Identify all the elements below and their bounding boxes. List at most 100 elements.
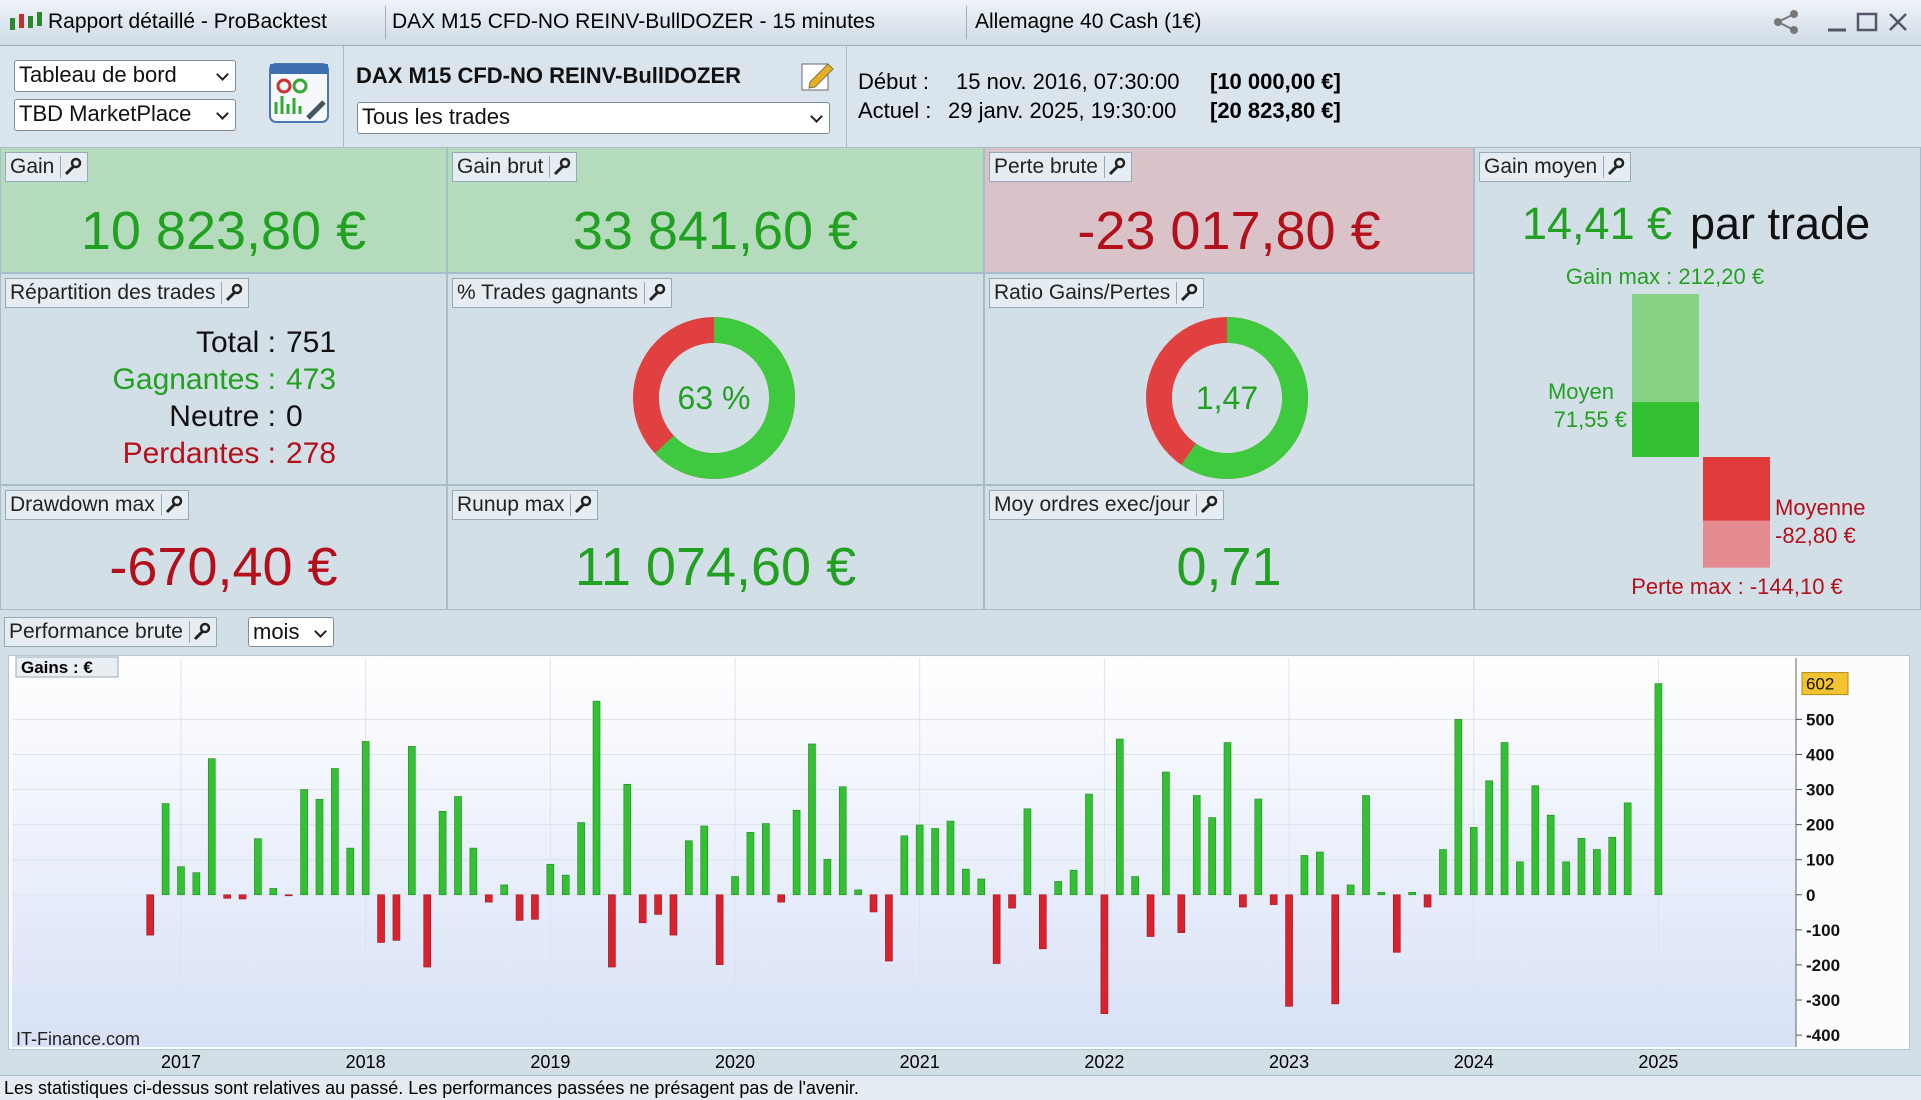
settings-button[interactable] [549, 156, 572, 178]
wrench-icon [1608, 157, 1625, 176]
current-capital: [20 823,80 €] [1210, 98, 1341, 123]
panel-title: Gain brut [457, 155, 544, 178]
x-tick-label: 2018 [346, 1052, 386, 1072]
trade-filter[interactable]: Tous les trades [357, 102, 830, 134]
x-tick-label: 2020 [715, 1052, 755, 1072]
settings-button[interactable] [188, 621, 212, 643]
ratio-panel: Ratio Gains/Pertes [984, 273, 1474, 485]
separator [846, 46, 847, 147]
panel-header[interactable]: % Trades gagnants [452, 278, 672, 308]
trade-value: 751 [286, 326, 337, 359]
panel-header[interactable]: Gain brut [452, 152, 578, 182]
current-date: 29 janv. 2025, 19:30:00 [948, 98, 1177, 123]
report-icon[interactable] [268, 62, 332, 126]
x-tick-label: 2024 [1454, 1052, 1494, 1072]
period-select[interactable]: mois [248, 617, 334, 647]
avg-loss-text: Moyenne -82,80 € [1775, 494, 1866, 550]
avg-win-value: 71,55 € [1553, 407, 1627, 432]
separator [966, 6, 967, 39]
separator [343, 46, 344, 147]
start-label: Début : [858, 69, 929, 94]
panel-title: Répartition des trades [10, 281, 216, 304]
trade-label: Perdantes : [122, 437, 276, 470]
wrench-icon [226, 283, 243, 302]
settings-button[interactable] [643, 282, 667, 304]
panel-title: Drawdown max [10, 493, 155, 516]
instrument-tab[interactable]: Allemagne 40 Cash (1€) [975, 10, 1202, 33]
runup-value: 11 074,60 € [574, 537, 857, 597]
panel-header[interactable]: Gain moyen [1479, 152, 1632, 182]
avg-gain-value: 14,41 € [1522, 198, 1673, 249]
trades-panel: Répartition des trades Total : 751 Gagnant… [0, 273, 447, 485]
settings-button[interactable] [160, 494, 184, 516]
gross-gain-value: 33 841,60 € [572, 201, 859, 261]
trade-label: Neutre : [169, 400, 276, 433]
trade-row: Neutre : 0 [1, 398, 448, 435]
app-icon [10, 12, 42, 30]
runup-panel: Runup max 11 074,60 € [447, 485, 984, 610]
current-label: Actuel : [858, 98, 932, 123]
trade-row: Gagnantes : 473 [1, 361, 448, 398]
system-tab[interactable]: DAX M15 CFD-NO REINV-BullDOZER - 15 minu… [392, 10, 876, 33]
x-tick-label: 2023 [1269, 1052, 1309, 1072]
panel-header[interactable]: Répartition des trades [5, 278, 250, 308]
gross-gain-panel: Gain brut 33 841,60 € [447, 147, 984, 273]
panel-title: % Trades gagnants [457, 281, 638, 304]
trade-rows: Total :751 Gagnantes :473 Neutre :0 Perdant… [1, 324, 448, 472]
drawdown-value: -670,40 € [109, 537, 338, 597]
trade-value: 473 [286, 363, 337, 396]
panel-title: Gain moyen [1484, 155, 1598, 178]
edit-icon[interactable] [800, 58, 836, 92]
settings-button[interactable] [1603, 156, 1626, 178]
trade-row: Perdantes : 278 [1, 435, 448, 472]
panel-title: Moy ordres exec/jour [994, 493, 1191, 516]
window-title: Rapport détaillé - ProBacktest [48, 10, 327, 33]
wrench-icon [648, 283, 666, 302]
max-loss-text: Perte max : -144,10 € [1615, 574, 1859, 600]
settings-button[interactable] [1103, 156, 1127, 178]
wrench-icon [65, 157, 82, 176]
x-tick-label: 2019 [530, 1052, 570, 1072]
panel-header[interactable]: Gain [5, 152, 89, 182]
avg-win-label: Moyen [1547, 379, 1615, 404]
wrench-icon [165, 495, 182, 514]
x-tick-label: 2025 [1638, 1052, 1678, 1072]
wrench-icon [575, 495, 592, 514]
max-gain-text: Gain max : 212,20 € [1475, 264, 1855, 290]
x-tick-label: 2021 [900, 1052, 940, 1072]
win-rate-panel: % Trades gagnants [447, 273, 984, 485]
panel-header[interactable]: Performance brute [4, 617, 217, 647]
settings-button[interactable] [1176, 282, 1199, 304]
gain-value: 10 823,80 € [80, 201, 367, 261]
x-tick-label: 2017 [161, 1052, 201, 1072]
gross-loss-panel: Perte brute -23 017,80 € [984, 147, 1474, 273]
source-select[interactable]: TBD MarketPlace [14, 99, 236, 131]
max-loss-value: -144,10 € [1749, 574, 1843, 599]
max-gain-label: Gain max : [1565, 264, 1673, 289]
panel-title: Performance brute [9, 620, 183, 643]
max-loss-label: Perte max : [1631, 574, 1744, 599]
panel-header[interactable]: Ratio Gains/Pertes [989, 278, 1205, 308]
panel-header[interactable]: Runup max [452, 490, 599, 520]
start-capital: [10 000,00 €] [1210, 69, 1341, 94]
avg-loss-value: -82,80 € [1775, 523, 1856, 548]
trade-value: 0 [286, 400, 303, 433]
view-select[interactable]: Tableau de bord [14, 60, 236, 92]
window-controls[interactable] [1768, 8, 1918, 38]
panel-header[interactable]: Moy ordres exec/jour [989, 490, 1225, 520]
trade-label: Total : [195, 326, 276, 359]
gain-panel: Gain 10 823,80 € [0, 147, 447, 273]
avg-loss-label: Moyenne [1775, 495, 1866, 520]
drawdown-panel: Drawdown max -670,40 € [0, 485, 447, 610]
panel-header[interactable]: Perte brute [989, 152, 1132, 182]
panel-header[interactable]: Drawdown max [5, 490, 189, 520]
settings-button[interactable] [60, 156, 83, 178]
orders-value: 0,71 [1176, 537, 1282, 597]
settings-button[interactable] [1196, 494, 1219, 516]
start-date: 15 nov. 2016, 07:30:00 [956, 69, 1180, 94]
wrench-icon [554, 157, 571, 176]
wrench-icon [1108, 157, 1126, 176]
settings-button[interactable] [221, 282, 244, 304]
settings-button[interactable] [570, 494, 593, 516]
